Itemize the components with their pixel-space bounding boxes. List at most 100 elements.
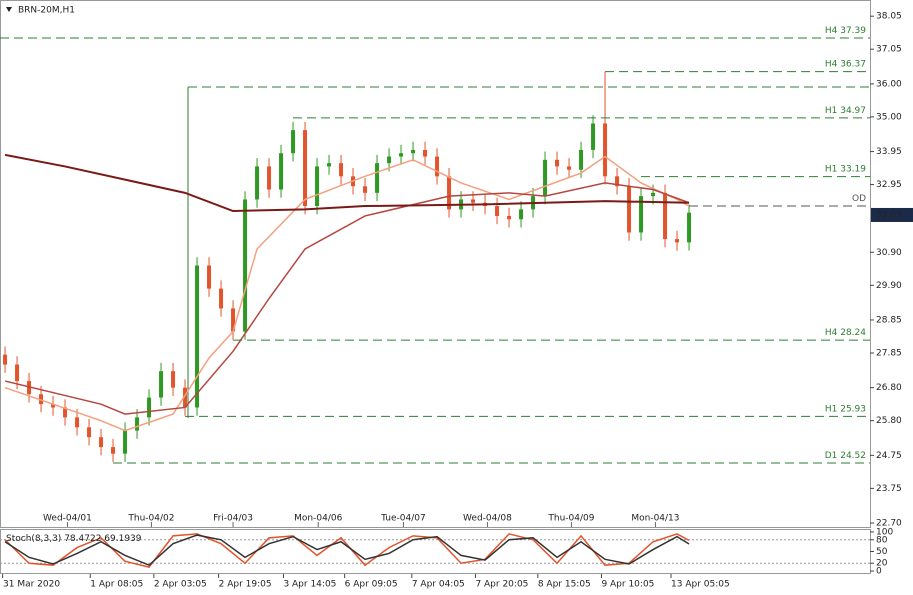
candle-body	[423, 149, 428, 157]
y-tick-label: 32.95	[876, 180, 902, 190]
y-tick-label: 28.85	[876, 315, 902, 325]
candle-body	[615, 176, 620, 187]
y-tick-label: 25.80	[876, 416, 902, 426]
y-tick-label: 20	[876, 559, 888, 569]
candle-body	[99, 437, 104, 448]
level-value: 28.24	[840, 328, 866, 338]
x-tick-label: 9 Apr 10:05	[601, 580, 654, 590]
candle-body	[447, 176, 452, 210]
level-value: 34.97	[840, 105, 866, 115]
level-value: 36.37	[840, 59, 866, 69]
candle-body	[111, 447, 116, 454]
candle-body	[495, 206, 500, 216]
y-tick-label: 30.90	[876, 248, 902, 258]
main-frame	[0, 0, 871, 528]
symbol-title: BRN-20M,H1	[18, 6, 75, 16]
x-tick-label: 2 Apr 03:05	[154, 580, 207, 590]
candle-body	[315, 166, 320, 207]
candle-body	[375, 163, 380, 193]
candle-body	[63, 407, 68, 418]
candle-body	[579, 149, 584, 170]
level-value: 25.93	[840, 404, 866, 414]
level-name: H4	[825, 328, 838, 338]
y-tick-label: 29.90	[876, 281, 902, 291]
candle-body	[27, 381, 32, 395]
level-label: H4 28.24	[825, 328, 866, 338]
x-tick-label: 7 Apr 04:05	[412, 580, 465, 590]
candle-body	[603, 123, 608, 177]
last-price-label: 32.03	[876, 210, 902, 220]
candle-body	[291, 130, 296, 154]
x-tick-label: 8 Apr 15:05	[538, 580, 591, 590]
candle-body	[627, 186, 632, 233]
x-tick-label: 6 Apr 09:05	[345, 580, 398, 590]
candle-body	[123, 430, 128, 454]
y-tick-label: 80	[876, 535, 888, 545]
level-name: H1	[825, 404, 838, 414]
y-tick-label: 0	[876, 567, 882, 577]
level-name: D1	[825, 450, 838, 460]
series-line	[4, 155, 690, 432]
y-tick-label: 22.70	[876, 519, 902, 529]
indicator-name: Stoch(8,3,3)	[6, 534, 61, 544]
level-label: H1 34.97	[825, 105, 866, 115]
y-tick-label: 27.85	[876, 348, 902, 358]
candle-body	[435, 156, 440, 177]
level-label: D1 24.52	[825, 450, 866, 460]
x-tick-label: Thu-04/09	[547, 514, 594, 524]
candle-body	[399, 153, 404, 157]
candle-body	[51, 404, 56, 408]
x-tick-label: 3 Apr 14:05	[283, 580, 336, 590]
candle-body	[39, 394, 44, 405]
candle-body	[639, 196, 644, 233]
x-tick-label: 2 Apr 19:05	[219, 580, 272, 590]
level-label: H4 36.37	[825, 59, 866, 69]
candle-body	[363, 186, 368, 193]
level-name: H4	[825, 59, 838, 69]
y-tick-label: 24.75	[876, 451, 902, 461]
y-tick-label: 38.05	[876, 12, 902, 22]
candle-body	[255, 166, 260, 200]
candle-body	[471, 199, 476, 203]
x-tick-label: Wed-04/01	[43, 514, 92, 524]
x-tick-label: Mon-04/06	[294, 514, 342, 524]
candle-body	[675, 239, 680, 243]
x-tick-label: 31 Mar 2020	[3, 580, 60, 590]
level-value: 37.39	[840, 25, 866, 35]
candle-body	[567, 166, 572, 170]
candle-body	[687, 212, 692, 243]
candle-body	[411, 149, 416, 154]
x-tick-label: Thu-04/02	[127, 514, 174, 524]
candle-body	[159, 371, 164, 398]
candle-body	[267, 166, 272, 190]
level-name: H1	[825, 164, 838, 174]
candle-body	[231, 308, 236, 332]
level-name: H1	[825, 105, 838, 115]
series-line	[4, 533, 690, 568]
indicator-value: 78.4722	[64, 534, 101, 544]
x-tick-label: Tue-04/07	[380, 514, 426, 524]
candle-body	[243, 199, 248, 332]
candle-body	[147, 397, 152, 418]
y-tick-label: 36.00	[876, 79, 902, 89]
candle-body	[555, 159, 560, 167]
y-tick-label: 23.75	[876, 484, 902, 494]
x-tick-label: 1 Apr 08:05	[90, 580, 143, 590]
level-label: H4 37.39	[825, 25, 866, 35]
y-tick-label: 26.80	[876, 383, 902, 393]
candle-body	[15, 364, 20, 382]
candle-body	[279, 153, 284, 190]
y-tick-label: 50	[876, 547, 888, 557]
x-tick-label: 7 Apr 20:05	[475, 580, 528, 590]
indicator-title: Stoch(8,3,3) 78.4722 69.1939	[6, 534, 142, 544]
candle-body	[195, 265, 200, 408]
level-value: 24.52	[840, 450, 866, 460]
candle-body	[219, 288, 224, 309]
candle-body	[75, 417, 80, 428]
candle-body	[183, 387, 188, 408]
x-tick-label: Mon-04/13	[631, 514, 679, 524]
y-tick-label: 100	[876, 527, 893, 537]
level-label: OD	[852, 194, 866, 204]
